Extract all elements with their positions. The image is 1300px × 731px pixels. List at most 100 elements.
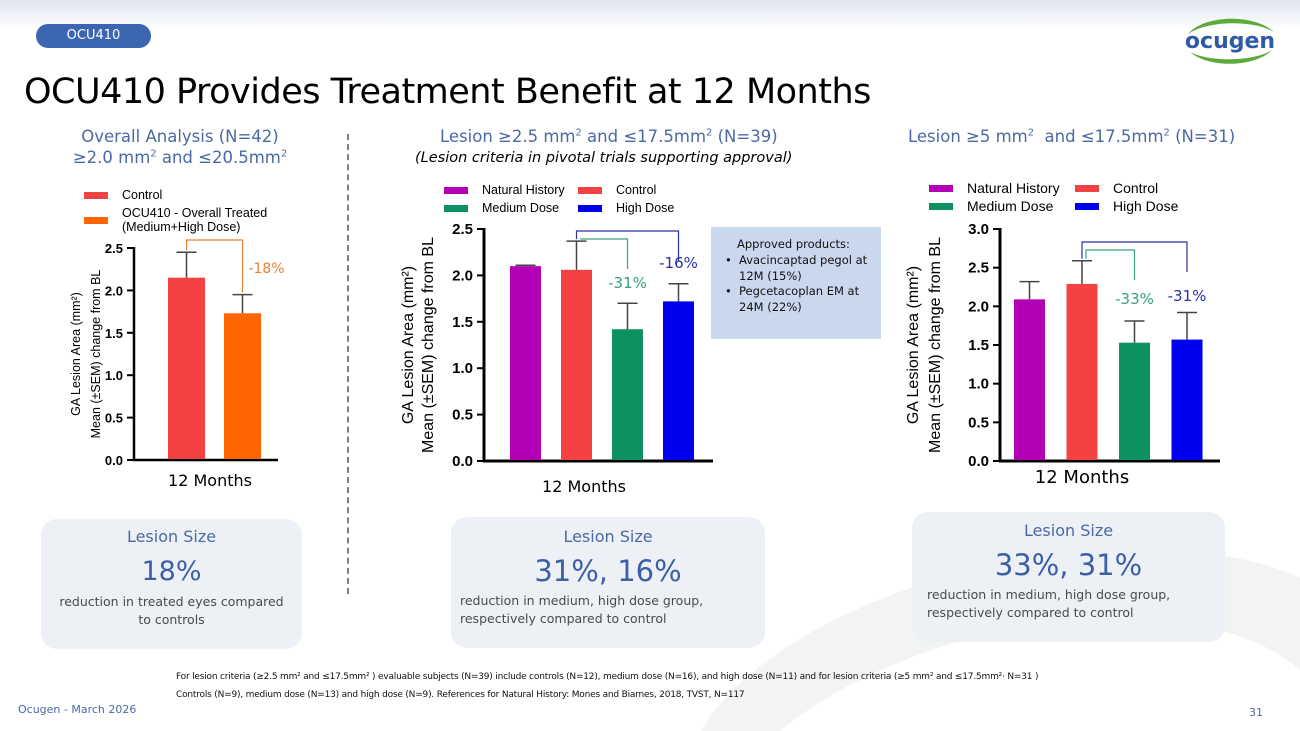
y-tick-label: 2.5 xyxy=(105,241,123,256)
legend-swatch xyxy=(578,186,602,194)
section1-title-line2: ≥2.0 mm2 and ≤20.5mm2 xyxy=(72,148,288,167)
legend-swatch xyxy=(578,204,602,212)
comparison-bracket xyxy=(1085,249,1136,280)
page-title: OCU410 Provides Treatment Benefit at 12 … xyxy=(24,72,871,112)
chart3-legend: Natural History Control Medium Dose High… xyxy=(929,179,1178,215)
x-axis-label: 12 Months xyxy=(542,477,626,496)
y-axis-label: Mean (±SEM) change from BL xyxy=(89,270,103,439)
footer-date: Ocugen - March 2026 xyxy=(18,703,137,716)
bar-natural-history xyxy=(510,266,541,460)
summary-value: 18% xyxy=(141,556,202,587)
reduction-label: -33% xyxy=(1115,290,1154,308)
summary-title: Lesion Size xyxy=(563,527,653,546)
comparison-bracket xyxy=(1081,241,1188,272)
legend-item-control: Control xyxy=(84,187,302,203)
section-divider xyxy=(347,134,349,594)
legend-swatch xyxy=(444,186,468,194)
legend-swatch xyxy=(1075,202,1099,210)
chart-2: 0.0 0.5 1.0 1.5 2.0 2.5 GA Lesion Area (mm²) Me… xyxy=(400,221,713,496)
header-gradient xyxy=(0,0,1300,30)
summary-title: Lesion Size xyxy=(126,527,217,546)
legend-swatch xyxy=(929,184,953,192)
summary-box-lesion-5: Lesion Size 33%, 31% reduction in medium… xyxy=(912,512,1225,642)
y-tick-label: 1.5 xyxy=(452,314,473,331)
legend-swatch xyxy=(84,191,108,199)
chart2-legend: Natural History Control Medium Dose High… xyxy=(444,182,674,216)
reduction-label: -16% xyxy=(659,254,698,272)
footnote: For lesion criteria (≥2.5 mm² and ≤17.5m… xyxy=(176,668,1038,704)
legend-item-control: Control xyxy=(616,183,657,197)
summary-box-lesion-2-5: Lesion Size 31%, 16% reduction in medium… xyxy=(451,517,765,648)
legend-item-natural-history: Natural History xyxy=(482,183,565,197)
y-tick-label: 0.5 xyxy=(452,407,473,424)
callout-item: Avacincaptad pegol at 12M (15%) xyxy=(725,253,873,284)
section3-title: Lesion ≥5 mm2 and ≤17.5mm2 (N=31) xyxy=(908,127,1236,146)
y-tick-label: 2.5 xyxy=(452,221,473,238)
legend-swatch xyxy=(84,216,108,224)
reduction-label: -31% xyxy=(608,274,647,292)
y-tick-label: 0.0 xyxy=(968,453,989,470)
summary-value: 33%, 31% xyxy=(994,548,1143,582)
bar-control xyxy=(1066,283,1098,460)
legend-item-medium-dose: Medium Dose xyxy=(967,198,1054,214)
reduction-label: -18% xyxy=(248,261,284,277)
reduction-label: -31% xyxy=(1168,287,1207,305)
comparison-bracket xyxy=(185,239,244,293)
y-axis-label: GA Lesion Area (mm²) xyxy=(905,266,922,424)
y-tick-label: 1.0 xyxy=(968,376,989,393)
bar-control xyxy=(561,269,592,460)
summary-description: reduction in medium, high dose group, re… xyxy=(927,587,1171,620)
summary-description: reduction in medium, high dose group, re… xyxy=(460,593,708,626)
section-tag: OCU410 xyxy=(36,24,151,48)
comparison-bracket xyxy=(579,238,629,269)
bar-medium-dose xyxy=(1119,342,1150,460)
chart-1: 0.0 0.5 1.0 1.5 2.0 2.5 GA Lesion Area (mm²) Me… xyxy=(69,239,285,490)
y-axis-label: Mean (±SEM) change from BL xyxy=(420,237,437,453)
y-tick-label: 2.5 xyxy=(968,260,989,277)
y-tick-label: 1.5 xyxy=(105,326,123,341)
y-tick-label: 2.0 xyxy=(968,298,989,315)
summary-description: reduction in treated eyes compared to co… xyxy=(59,594,284,627)
comparison-bracket xyxy=(575,230,680,261)
footnote-line2: Controls (N=9), medium dose (N=13) and h… xyxy=(176,690,745,700)
y-tick-label: 0.0 xyxy=(105,453,123,468)
y-tick-label: 0.0 xyxy=(452,453,473,470)
y-tick-label: 0.5 xyxy=(968,414,989,431)
footnote-line1: For lesion criteria (≥2.5 mm² and ≤17.5m… xyxy=(176,672,1039,682)
y-tick-label: 1.5 xyxy=(968,337,989,354)
legend-item-high-dose: High Dose xyxy=(1113,198,1179,214)
y-tick-label: 1.0 xyxy=(105,368,123,383)
summary-value: 31%, 16% xyxy=(534,554,682,588)
section1-title-line1: Overall Analysis (N=42) xyxy=(81,127,279,146)
section1-title: Overall Analysis (N=42) ≥2.0 mm2 and ≤20… xyxy=(60,127,300,167)
x-axis-label: 12 Months xyxy=(168,471,252,490)
y-tick-label: 1.0 xyxy=(452,360,473,377)
page-number: 31 xyxy=(1249,706,1263,719)
y-axis-label: GA Lesion Area (mm²) xyxy=(400,266,417,424)
bar-high-dose xyxy=(663,301,694,460)
legend-item-medium-dose: Medium Dose xyxy=(482,201,560,215)
summary-title: Lesion Size xyxy=(1023,521,1114,540)
legend-swatch xyxy=(1075,184,1099,192)
bar-ocu410-overall-treated-medium-high-dose- xyxy=(224,313,261,459)
y-tick-label: 2.0 xyxy=(452,267,473,284)
section2-title: Lesion ≥2.5 mm2 and ≤17.5mm2 (N=39) xyxy=(440,127,778,146)
callout-heading: Approved products: xyxy=(737,237,850,251)
approved-products-callout: Approved products: Avacincaptad pegol at… xyxy=(711,227,881,339)
legend-item-high-dose: High Dose xyxy=(616,201,675,215)
x-axis-label: 12 Months xyxy=(1035,467,1129,488)
y-axis-label: Mean (±SEM) change from BL xyxy=(927,237,944,453)
bar-high-dose xyxy=(1171,339,1203,460)
summary-box-overall: Lesion Size 18% reduction in treated eye… xyxy=(41,519,302,649)
legend-swatch xyxy=(929,202,953,210)
bar-control xyxy=(168,277,205,459)
section2-subtitle: (Lesion criteria in pivotal trials suppo… xyxy=(415,150,793,166)
callout-list: Avacincaptad pegol at 12M (15%) Pegcetac… xyxy=(725,253,873,315)
chart-3: 0.0 0.5 1.0 1.5 2.0 2.5 3.0 GA Lesion Area (mm²… xyxy=(905,221,1220,488)
bar-medium-dose xyxy=(612,329,643,460)
callout-item: Pegcetacoplan EM at 24M (22%) xyxy=(725,284,873,315)
logo-text: ocugen xyxy=(1185,29,1275,54)
logo-swoosh-top xyxy=(1188,18,1274,34)
chart1-legend: Control OCU410 - Overall Treated (Medium… xyxy=(84,187,302,234)
